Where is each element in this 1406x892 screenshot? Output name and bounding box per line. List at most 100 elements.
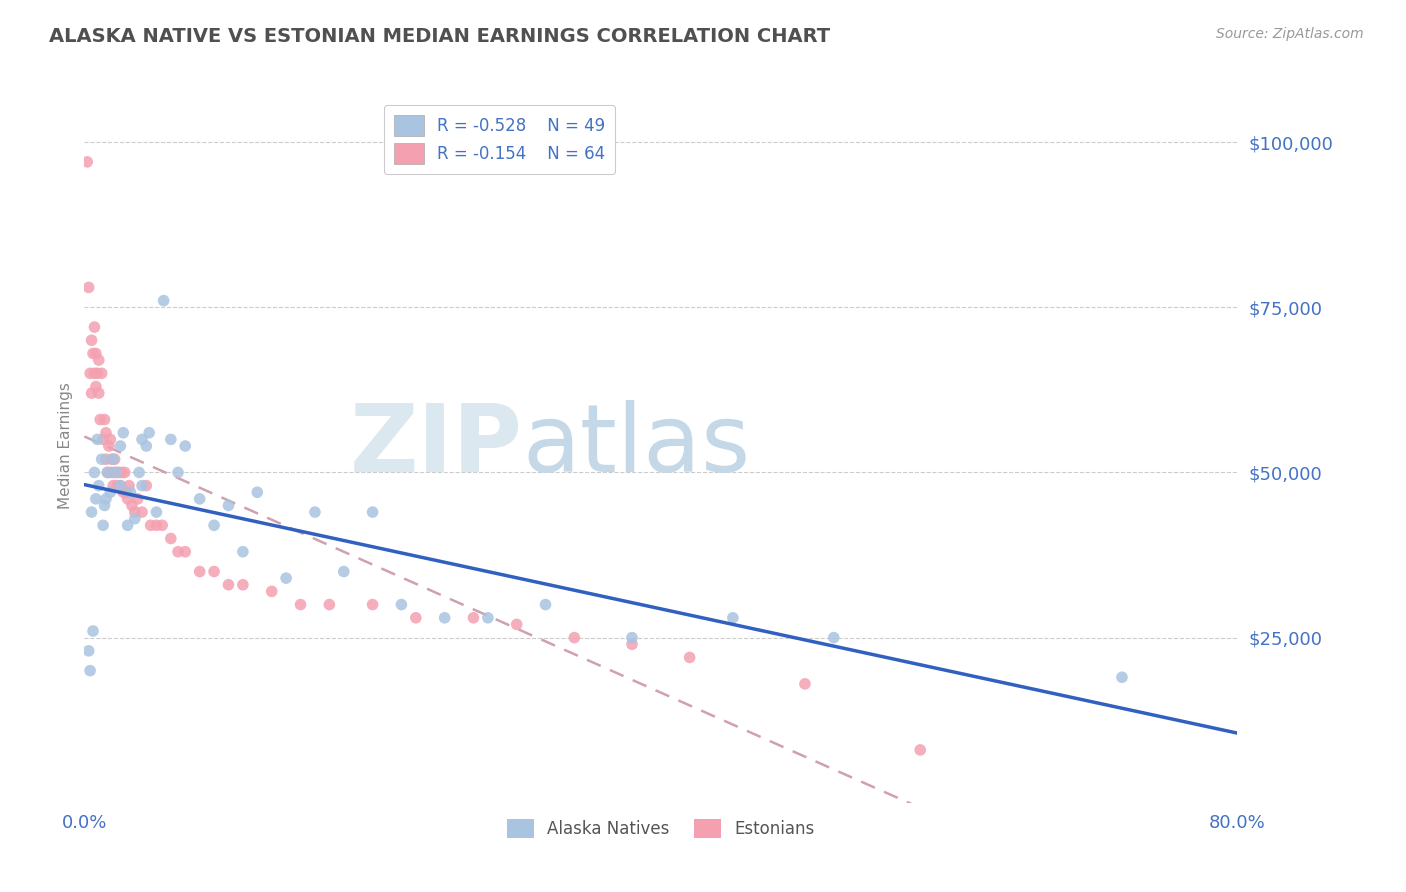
Point — [138, 425, 160, 440]
Point — [433, 611, 456, 625]
Point — [90, 367, 112, 381]
Point — [232, 545, 254, 559]
Point — [111, 466, 134, 480]
Point — [87, 386, 110, 401]
Point — [98, 433, 121, 447]
Y-axis label: Median Earnings: Median Earnings — [58, 383, 73, 509]
Point — [131, 433, 153, 447]
Point — [276, 571, 298, 585]
Point — [83, 466, 105, 480]
Point — [83, 367, 105, 381]
Point — [823, 631, 845, 645]
Point — [721, 611, 744, 625]
Point — [97, 439, 120, 453]
Point — [107, 478, 129, 492]
Point — [167, 466, 190, 480]
Point — [96, 466, 118, 480]
Point — [139, 518, 162, 533]
Point — [405, 611, 427, 625]
Point — [103, 466, 124, 480]
Point — [105, 466, 128, 480]
Text: Source: ZipAtlas.com: Source: ZipAtlas.com — [1216, 27, 1364, 41]
Point — [167, 545, 190, 559]
Point — [174, 439, 197, 453]
Point — [506, 617, 529, 632]
Point — [80, 505, 103, 519]
Point — [260, 584, 283, 599]
Point — [304, 505, 326, 519]
Point — [120, 485, 142, 500]
Point — [463, 611, 485, 625]
Point — [94, 425, 117, 440]
Point — [84, 346, 107, 360]
Point — [91, 433, 114, 447]
Point — [117, 518, 139, 533]
Point — [246, 485, 269, 500]
Point — [104, 452, 127, 467]
Point — [477, 611, 499, 625]
Point — [160, 433, 183, 447]
Point — [152, 293, 174, 308]
Point — [135, 439, 157, 453]
Text: ZIP: ZIP — [350, 400, 523, 492]
Text: ALASKA NATIVE VS ESTONIAN MEDIAN EARNINGS CORRELATION CHART: ALASKA NATIVE VS ESTONIAN MEDIAN EARNING… — [49, 27, 831, 45]
Point — [76, 154, 98, 169]
Point — [910, 743, 932, 757]
Point — [131, 505, 153, 519]
Point — [112, 425, 135, 440]
Point — [96, 466, 118, 480]
Point — [679, 650, 702, 665]
Point — [90, 452, 112, 467]
Point — [94, 452, 117, 467]
Point — [564, 631, 586, 645]
Point — [621, 637, 644, 651]
Point — [361, 598, 384, 612]
Point — [91, 518, 114, 533]
Point — [621, 631, 644, 645]
Point — [218, 499, 240, 513]
Point — [128, 466, 150, 480]
Point — [202, 518, 225, 533]
Point — [87, 478, 110, 492]
Point — [105, 466, 128, 480]
Point — [80, 386, 103, 401]
Point — [124, 505, 146, 519]
Point — [218, 578, 240, 592]
Point — [391, 598, 413, 612]
Point — [160, 532, 183, 546]
Point — [1111, 670, 1133, 684]
Point — [93, 499, 115, 513]
Point — [115, 485, 138, 500]
Point — [290, 598, 312, 612]
Point — [112, 485, 135, 500]
Point — [232, 578, 254, 592]
Point — [86, 367, 108, 381]
Legend: Alaska Natives, Estonians: Alaska Natives, Estonians — [501, 812, 821, 845]
Point — [333, 565, 356, 579]
Point — [84, 491, 107, 506]
Point — [80, 333, 103, 347]
Point — [77, 280, 100, 294]
Point — [89, 412, 111, 426]
Point — [202, 565, 225, 579]
Point — [145, 505, 167, 519]
Point — [110, 478, 132, 492]
Point — [98, 466, 121, 480]
Point — [84, 379, 107, 393]
Point — [174, 545, 197, 559]
Text: atlas: atlas — [523, 400, 751, 492]
Point — [117, 491, 139, 506]
Point — [82, 624, 104, 638]
Point — [93, 412, 115, 426]
Point — [135, 478, 157, 492]
Point — [79, 664, 101, 678]
Point — [127, 491, 149, 506]
Point — [361, 505, 384, 519]
Point — [188, 491, 211, 506]
Point — [188, 565, 211, 579]
Point — [114, 466, 136, 480]
Point — [110, 439, 132, 453]
Point — [79, 367, 101, 381]
Point — [94, 491, 117, 506]
Point — [131, 478, 153, 492]
